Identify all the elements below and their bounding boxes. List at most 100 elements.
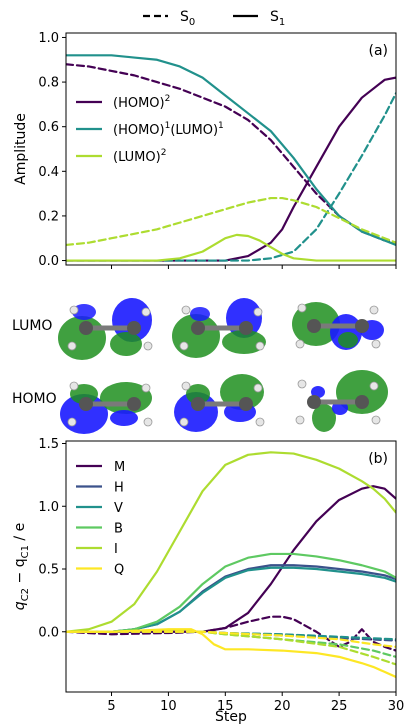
y-tick-label: 0.4 (38, 165, 59, 180)
x-axis-label: Step (215, 709, 247, 725)
series-line-homo-solid (66, 54, 396, 247)
ylabel-mid: − q (12, 558, 28, 588)
hydrogen-atom (67, 341, 77, 351)
molecule-orbital (58, 298, 153, 360)
axes-frame (65, 440, 397, 693)
orbital-lobe (220, 374, 264, 410)
series-line-lumo-solid (66, 233, 396, 262)
carbon-atom (239, 397, 253, 411)
orbital-lobe (190, 307, 210, 321)
orbital-lobe (110, 332, 142, 356)
legend-name: (HOMO) (113, 96, 165, 111)
ylabel-sub2: C1 (20, 545, 31, 558)
orbital-lobe (311, 386, 325, 398)
legend-b-label: H (114, 481, 124, 496)
ylabel-sub: C2 (20, 588, 31, 601)
molecule-orbital (295, 370, 388, 432)
orbital-row-label-lumo: LUMO (12, 318, 52, 334)
molecule-orbital (60, 381, 153, 434)
hydrogen-atom (143, 341, 153, 351)
x-tick-label: 10 (160, 699, 177, 714)
y-axis-label: Amplitude (13, 113, 29, 185)
series-group (66, 54, 396, 262)
orbital-lobe (222, 330, 266, 354)
legend-s0-label: S0 (180, 9, 195, 28)
hydrogen-atom (179, 341, 189, 351)
panel-b-charge-chart: 5 10 15 20 25 30 0.0 0.5 1.0 1.5 (b) Step qC2 − qC1 … (12, 437, 404, 725)
hydrogen-atom (67, 417, 77, 427)
x-tick-label: 30 (388, 699, 405, 714)
series-line-q-dashed (66, 630, 396, 648)
panel-a-amplitude-chart: 0.00.20.40.60.81.0(a)Amplitude(HOMO)2(HO… (13, 31, 397, 269)
x-tick-label: 15 (217, 699, 234, 714)
axes-frame (65, 32, 397, 266)
y-tick-label: 0.6 (38, 120, 59, 135)
series-line-q-solid (66, 628, 396, 679)
carbon-atom (79, 397, 93, 411)
hydrogen-atom (255, 341, 265, 351)
x-tick-label: 25 (331, 699, 348, 714)
carbon-atom (127, 321, 141, 335)
series-line-lumo-dashed (66, 196, 396, 247)
carbon-atom (355, 319, 369, 333)
y-tick-label: 0.0 (38, 254, 59, 269)
orbital-lobe (312, 404, 336, 432)
hydrogen-atom (371, 339, 381, 349)
hydrogen-atom (297, 379, 307, 389)
ylabel-q: q (12, 601, 28, 610)
molecule-orbital (292, 302, 384, 350)
carbon-atom (191, 397, 205, 411)
x-tick-label: 20 (274, 699, 291, 714)
carbon-atom (307, 319, 321, 333)
hydrogen-atom (255, 417, 265, 427)
series-line-homo-dashed (66, 63, 396, 244)
carbon-atom (79, 321, 93, 335)
y-tick-label: 0.2 (38, 209, 59, 224)
carbon-atom (191, 321, 205, 335)
legend-b-label: M (114, 460, 125, 475)
y-tick-label: 0.8 (38, 76, 59, 91)
legend-sup: 2 (165, 94, 171, 104)
hydrogen-atom (141, 383, 151, 393)
orbital-row-label-homo: HOMO (12, 391, 57, 407)
hydrogen-atom (295, 415, 305, 425)
legend-b-label: B (114, 522, 123, 537)
series-line-m-dashed (66, 615, 396, 652)
legend-b-label: I (114, 542, 118, 557)
orbital-lobe (112, 298, 152, 342)
legend-name2: (LUMO) (170, 123, 218, 138)
x-tick-label: 5 (107, 699, 115, 714)
orbital-lobe (72, 304, 96, 320)
hydrogen-atom (143, 417, 153, 427)
hydrogen-atom (369, 381, 379, 391)
orbital-images-panel: LUMO HOMO (12, 298, 388, 434)
series-line-b-solid (66, 552, 396, 633)
panel-label: (a) (368, 43, 388, 59)
hydrogen-atom (141, 307, 151, 317)
hydrogen-atom (181, 381, 191, 391)
ylabel-end: / e (12, 523, 28, 545)
orbital-lobe (110, 410, 138, 426)
carbon-atom (239, 321, 253, 335)
legend-a: (HOMO)2(HOMO)1(LUMO)1(LUMO)2 (76, 94, 224, 165)
hydrogen-atom (371, 415, 381, 425)
carbon-atom (127, 397, 141, 411)
carbon-atom (355, 395, 369, 409)
series-line-i-dashed (66, 629, 396, 666)
y-axis-label: qC2 − qC1 / e (12, 523, 31, 610)
legend-sup2: 1 (218, 121, 224, 131)
legend-sup: 1 (165, 121, 171, 131)
y-tick-label: 0.0 (38, 625, 59, 640)
orbital-lobe (338, 332, 358, 348)
molecule-orbital (174, 374, 265, 432)
legend-s1-label: S1 (270, 9, 285, 28)
orbital-lobe (186, 384, 210, 404)
legend-sup: 2 (161, 148, 167, 158)
series-line-i-solid (66, 451, 396, 633)
carbon-atom (307, 395, 321, 409)
legend-a-label: (HOMO)2 (113, 94, 170, 111)
hydrogen-atom (69, 305, 79, 315)
hydrogen-atom (253, 307, 263, 317)
hydrogen-atom (181, 305, 191, 315)
